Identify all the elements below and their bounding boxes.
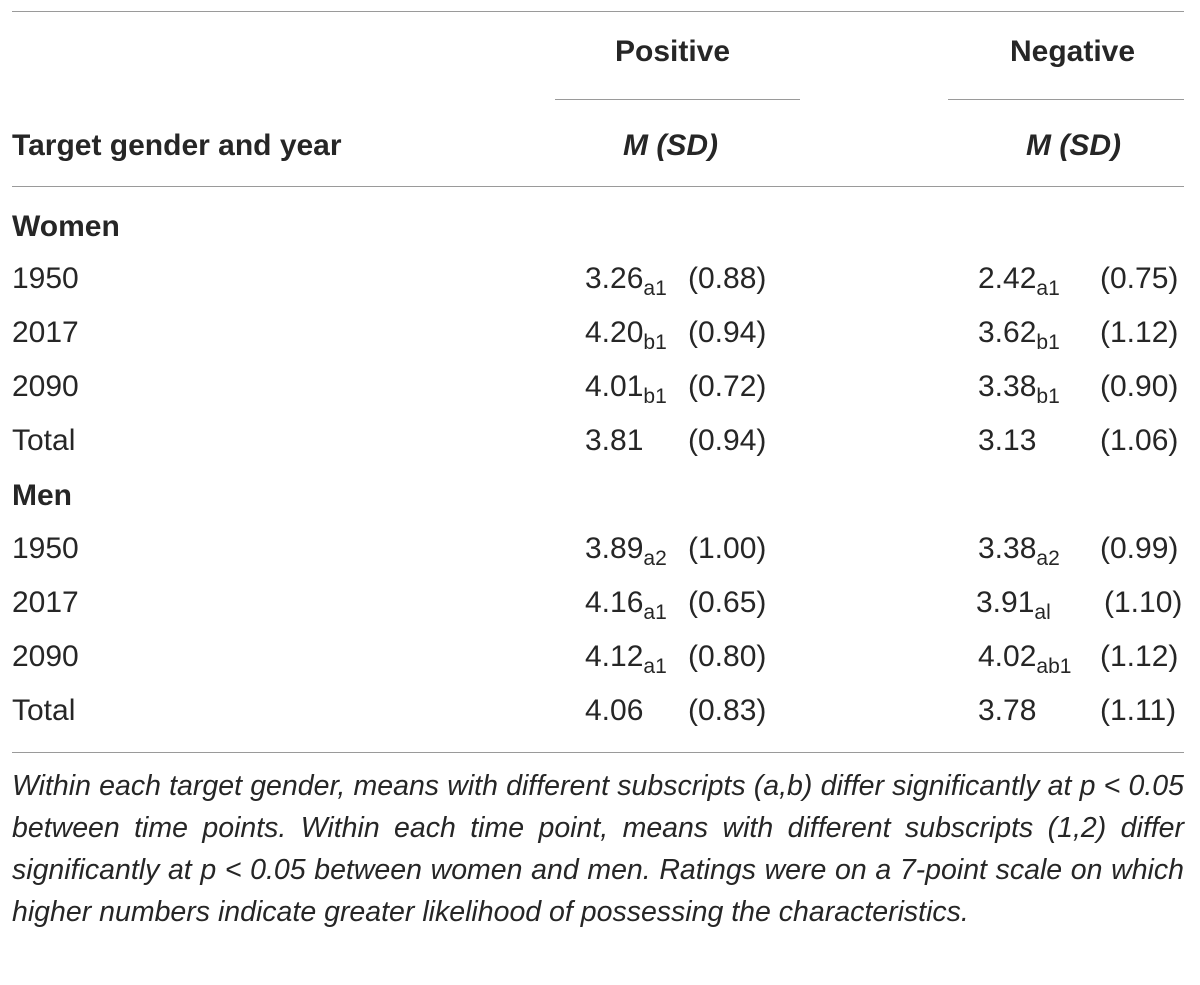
negative-subscript: b1 [1036, 331, 1060, 354]
row-header-label: Target gender and year [12, 129, 342, 162]
negative-mean: 2.42a1 [978, 262, 1060, 300]
positive-subscript: b1 [643, 331, 667, 354]
negative-mean: 4.02ab1 [978, 640, 1072, 678]
positive-sd: (0.88) [688, 262, 767, 295]
header-rule [12, 186, 1184, 187]
positive-mean: 4.06 [585, 694, 644, 727]
positive-underline [555, 99, 800, 100]
negative-mean: 3.91al [976, 586, 1051, 624]
positive-subscript: a1 [643, 277, 667, 300]
negative-sd: (1.06) [1100, 424, 1179, 457]
negative-mean: 3.38b1 [978, 370, 1060, 408]
positive-mean: 4.20b1 [585, 316, 667, 354]
positive-sd: (0.83) [688, 694, 767, 727]
row-year: 2090 [12, 640, 79, 673]
row-year: 1950 [12, 262, 79, 295]
row-year: 2017 [12, 316, 79, 349]
row-year: 2090 [12, 370, 79, 403]
negative-sd: (1.10) [1104, 586, 1183, 619]
negative-subscript: al [1034, 601, 1051, 624]
row-year: Total [12, 694, 76, 727]
positive-subscript: b1 [643, 385, 667, 408]
group-label-women: Women [12, 210, 120, 243]
negative-sd: (0.99) [1100, 532, 1179, 565]
positive-subscript: a2 [643, 547, 667, 570]
negative-subscript: a1 [1036, 277, 1060, 300]
positive-stat-header: M (SD) [623, 129, 718, 162]
positive-mean: 4.01b1 [585, 370, 667, 408]
negative-subscript: b1 [1036, 385, 1060, 408]
negative-stat-header: M (SD) [1026, 129, 1121, 162]
negative-sd: (1.12) [1100, 316, 1179, 349]
positive-mean: 4.16a1 [585, 586, 667, 624]
positive-subscript: a1 [643, 655, 667, 678]
group-label-men: Men [12, 479, 72, 512]
column-header-positive: Positive [615, 35, 731, 68]
positive-mean: 3.81 [585, 424, 644, 457]
negative-mean: 3.38a2 [978, 532, 1060, 570]
positive-sd: (0.72) [688, 370, 767, 403]
row-year: 2017 [12, 586, 79, 619]
positive-sd: (0.65) [688, 586, 767, 619]
positive-sd: (1.00) [688, 532, 767, 565]
negative-sd: (1.12) [1100, 640, 1179, 673]
table-footnote: Within each target gender, means with di… [12, 770, 1184, 928]
negative-sd: (0.90) [1100, 370, 1179, 403]
negative-mean: 3.13 [978, 424, 1037, 457]
positive-mean: 4.12a1 [585, 640, 667, 678]
positive-sd: (0.80) [688, 640, 767, 673]
negative-sd: (0.75) [1100, 262, 1179, 295]
negative-subscript: a2 [1036, 547, 1060, 570]
negative-subscript: ab1 [1036, 655, 1072, 678]
bottom-rule [12, 752, 1184, 753]
positive-sd: (0.94) [688, 424, 767, 457]
negative-underline [948, 99, 1184, 100]
positive-mean: 3.26a1 [585, 262, 667, 300]
column-header-negative: Negative [1010, 35, 1136, 68]
positive-sd: (0.94) [688, 316, 767, 349]
positive-mean: 3.89a2 [585, 532, 667, 570]
negative-mean: 3.78 [978, 694, 1037, 727]
top-rule [12, 11, 1184, 12]
row-year: 1950 [12, 532, 79, 565]
row-year: Total [12, 424, 76, 457]
negative-mean: 3.62b1 [978, 316, 1060, 354]
positive-subscript: a1 [643, 601, 667, 624]
negative-sd: (1.11) [1100, 694, 1177, 727]
